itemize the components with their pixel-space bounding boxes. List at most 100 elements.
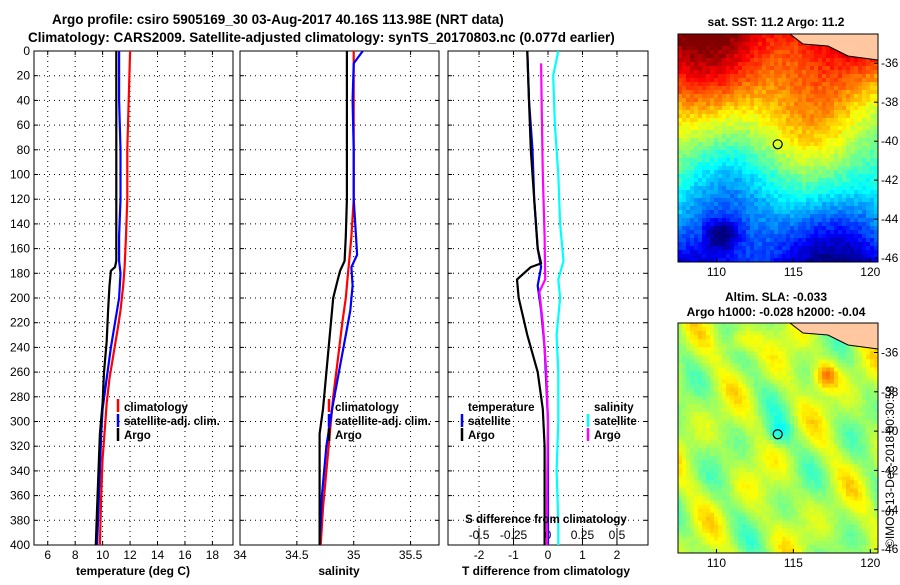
map-cell xyxy=(738,210,742,214)
map-cell xyxy=(766,452,770,456)
map-cell xyxy=(714,444,718,448)
map-cell xyxy=(766,206,770,210)
map-cell xyxy=(842,106,846,110)
map-cell xyxy=(754,392,758,396)
map-cell xyxy=(818,234,822,238)
map-cell xyxy=(754,78,758,82)
map-cell xyxy=(774,70,778,74)
map-cell xyxy=(742,154,746,158)
map-cell xyxy=(682,82,686,86)
map-cell xyxy=(718,242,722,246)
map-cell xyxy=(842,371,846,375)
map-cell xyxy=(854,230,858,234)
map-cell xyxy=(834,62,838,66)
map-cell xyxy=(870,182,874,186)
map-cell xyxy=(786,214,790,218)
map-cell xyxy=(762,335,766,339)
map-cell xyxy=(782,202,786,206)
map-cell xyxy=(682,78,686,82)
map-cell xyxy=(814,444,818,448)
map-cell xyxy=(810,367,814,371)
map-cell xyxy=(850,218,854,222)
map-cell xyxy=(758,416,762,420)
map-cell xyxy=(698,339,702,343)
map-cell xyxy=(722,170,726,174)
map-cell xyxy=(762,34,766,38)
map-cell xyxy=(782,174,786,178)
map-cell xyxy=(786,371,790,375)
map-cell xyxy=(854,250,858,254)
map-cell xyxy=(834,375,838,379)
map-cell xyxy=(770,70,774,74)
map-cell xyxy=(826,122,830,126)
map-cell xyxy=(734,82,738,86)
map-cell xyxy=(722,384,726,388)
map-cell xyxy=(702,66,706,70)
map-cell xyxy=(762,432,766,436)
map-cell xyxy=(778,186,782,190)
map-cell xyxy=(834,355,838,359)
map-cell xyxy=(738,355,742,359)
map-cell xyxy=(754,343,758,347)
map-cell xyxy=(786,323,790,327)
map-cell xyxy=(822,86,826,90)
map-cell xyxy=(822,351,826,355)
map-cell xyxy=(690,440,694,444)
map-cell xyxy=(682,335,686,339)
map-cell xyxy=(766,408,770,412)
map-cell xyxy=(842,359,846,363)
map-cell xyxy=(702,122,706,126)
map-cell xyxy=(766,347,770,351)
map-cell xyxy=(774,238,778,242)
map-cell xyxy=(746,106,750,110)
map-cell xyxy=(710,154,714,158)
map-cell xyxy=(710,226,714,230)
map-cell xyxy=(742,335,746,339)
map-cell xyxy=(850,234,854,238)
map-cell xyxy=(758,351,762,355)
map-cell xyxy=(782,214,786,218)
map-cell xyxy=(746,58,750,62)
map-cell xyxy=(834,242,838,246)
legend-label-argo: Argo xyxy=(335,430,362,442)
map-cell xyxy=(678,62,682,66)
map-cell xyxy=(766,351,770,355)
map-cell xyxy=(726,74,730,78)
map-cell xyxy=(850,214,854,218)
map-cell xyxy=(726,138,730,142)
map-cell xyxy=(774,347,778,351)
map-cell xyxy=(754,388,758,392)
map-cell xyxy=(750,154,754,158)
map-cell xyxy=(786,70,790,74)
map-cell xyxy=(822,436,826,440)
map-cell xyxy=(810,388,814,392)
map-cell xyxy=(842,58,846,62)
map-cell xyxy=(682,142,686,146)
map-cell xyxy=(854,424,858,428)
map-cell xyxy=(750,218,754,222)
map-cell xyxy=(814,150,818,154)
map-cell xyxy=(718,70,722,74)
map-cell xyxy=(750,90,754,94)
map-cell xyxy=(714,238,718,242)
map-cell xyxy=(758,206,762,210)
map-cell xyxy=(754,327,758,331)
map-cell xyxy=(774,46,778,50)
map-cell xyxy=(814,343,818,347)
map-cell xyxy=(770,392,774,396)
map-cell xyxy=(834,150,838,154)
map-cell xyxy=(734,359,738,363)
map-cell xyxy=(694,34,698,38)
map-cell xyxy=(770,408,774,412)
temperature-xlabel: temperature (deg C) xyxy=(76,564,190,578)
map-cell xyxy=(742,343,746,347)
map-cell xyxy=(834,254,838,258)
map-cell xyxy=(798,106,802,110)
map-cell xyxy=(798,214,802,218)
map-cell xyxy=(762,323,766,327)
map-cell xyxy=(838,396,842,400)
map-cell xyxy=(690,464,694,468)
map-cell xyxy=(810,452,814,456)
map-cell xyxy=(734,367,738,371)
map-cell xyxy=(814,94,818,98)
